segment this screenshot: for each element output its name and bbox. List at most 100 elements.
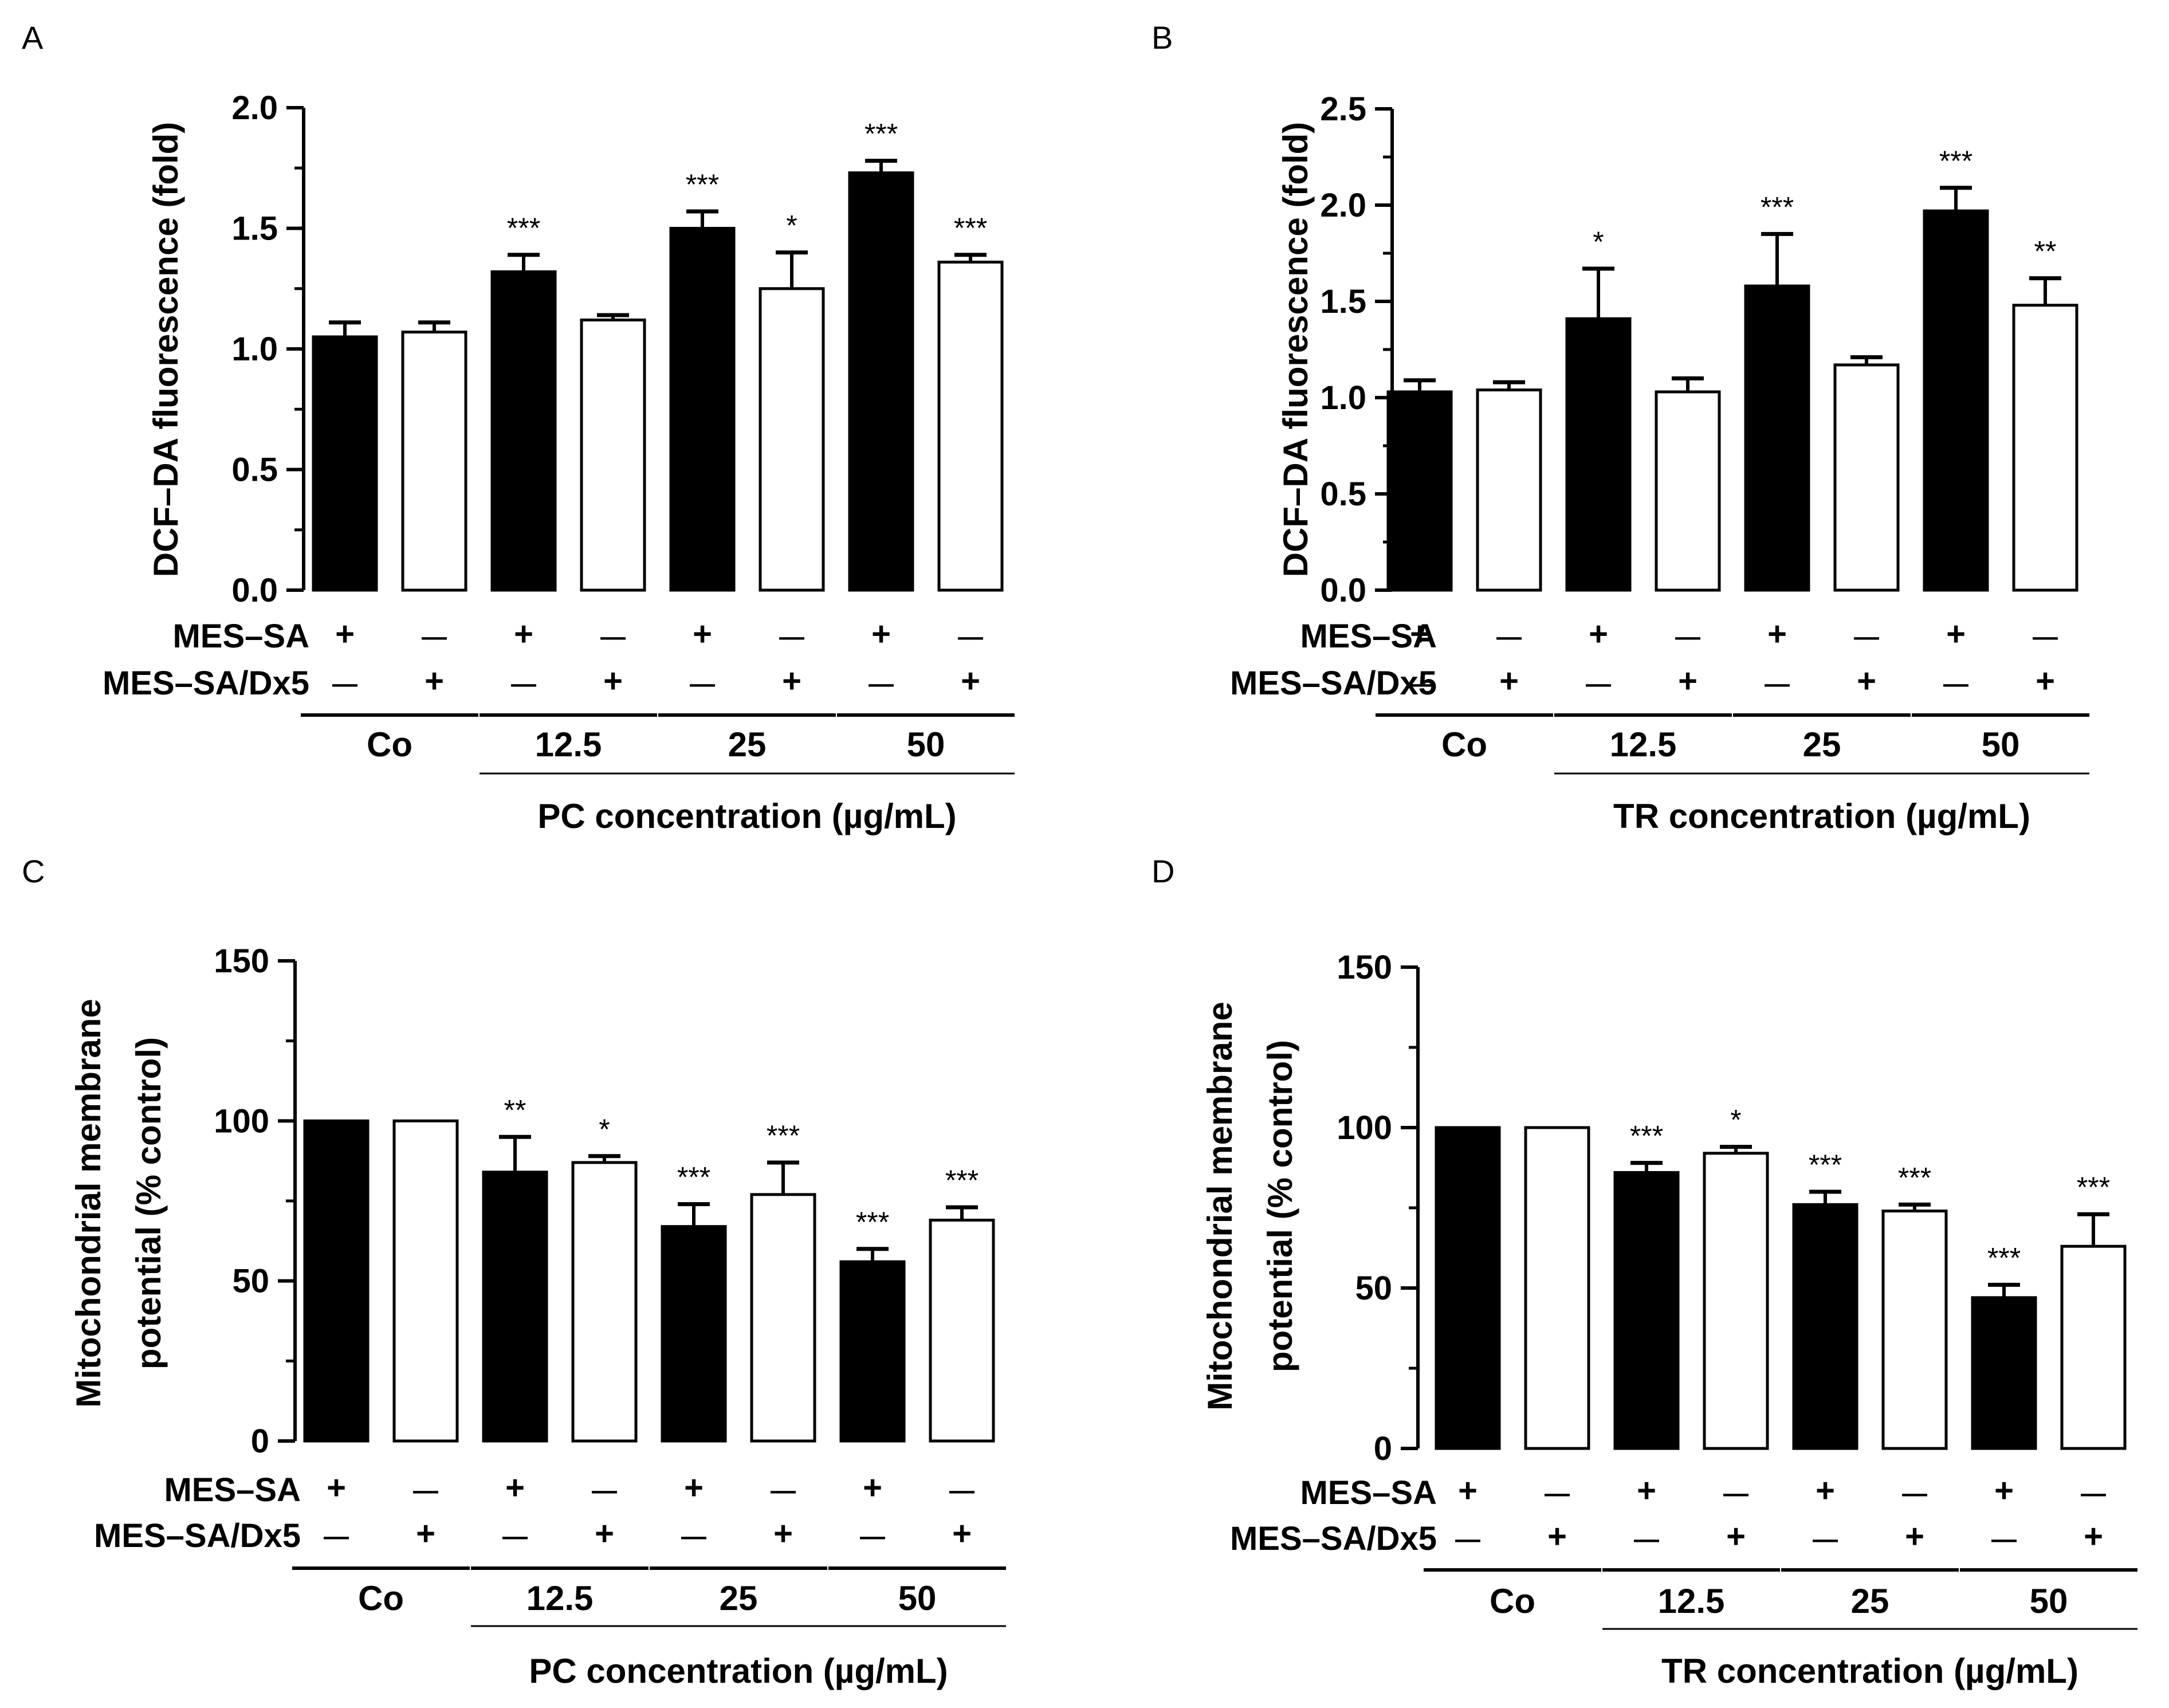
bar-mes-sa xyxy=(1923,209,1989,592)
group-label: Co xyxy=(1490,1582,1535,1620)
plus-sign: + xyxy=(952,1515,972,1552)
y-axis-label: Mitochondrial membrane xyxy=(69,999,108,1407)
bar-mes-sa-dx5 xyxy=(392,1119,459,1443)
plus-sign: + xyxy=(595,1515,614,1552)
minus-sign: — xyxy=(2033,623,2058,651)
group-label: Co xyxy=(358,1579,404,1617)
minus-sign: — xyxy=(1765,670,1790,698)
y-tick-label: 50 xyxy=(232,1263,269,1300)
minus-sign: — xyxy=(869,670,894,698)
plus-sign: + xyxy=(693,615,712,653)
minus-sign: — xyxy=(502,1522,528,1550)
bar-mes-sa-dx5 xyxy=(937,260,1004,592)
significance-label: ** xyxy=(504,1094,526,1126)
minus-sign: — xyxy=(1496,623,1522,651)
panel-d: D 0 50 100 150 Mitochondrial membrane potentia… xyxy=(1152,853,2137,1690)
row-label-mes-sa: MES–SA xyxy=(164,1471,301,1509)
bar-mes-sa-dx5 xyxy=(1881,1210,1948,1450)
significance-label: *** xyxy=(1939,145,1972,177)
plus-sign: + xyxy=(1857,662,1876,700)
minus-sign: — xyxy=(958,623,983,651)
minus-sign: — xyxy=(1991,1525,2017,1553)
panel-c: C 0 50 100 150 Mitochondrial membrane potentia… xyxy=(22,853,1006,1690)
group-label: 12.5 xyxy=(535,725,602,764)
significance-label: ** xyxy=(2034,235,2057,268)
significance-label: *** xyxy=(507,212,540,244)
plus-sign: + xyxy=(1637,1472,1656,1509)
minus-sign: — xyxy=(681,1522,706,1550)
row-label-mes-sa-dx5: MES–SA/Dx5 xyxy=(103,665,309,702)
plus-sign: + xyxy=(1499,662,1519,700)
bar-mes-sa xyxy=(1613,1171,1680,1450)
significance-label: *** xyxy=(2077,1171,2110,1203)
bar-mes-sa-dx5 xyxy=(2012,304,2078,592)
significance-label: *** xyxy=(1809,1149,1842,1181)
minus-sign: — xyxy=(1943,670,1968,698)
y-tick-label: 150 xyxy=(1337,949,1392,986)
minus-sign: — xyxy=(1407,670,1432,698)
group-label: 25 xyxy=(728,725,767,764)
plus-sign: + xyxy=(1458,1472,1478,1509)
y-tick-label: 0 xyxy=(251,1423,269,1460)
significance-label: *** xyxy=(865,118,898,150)
plus-sign: + xyxy=(1905,1518,1924,1555)
minus-sign: — xyxy=(1723,1479,1748,1507)
bar-mes-sa xyxy=(848,171,914,592)
x-axis-label: TR concentration (µg/mL) xyxy=(1613,797,2030,835)
group-label: Co xyxy=(1441,725,1487,764)
plus-sign: + xyxy=(863,1469,882,1506)
bar-mes-sa-dx5 xyxy=(571,1161,638,1443)
y-tick-label: 0.5 xyxy=(231,451,278,489)
bar-mes-sa xyxy=(669,227,736,592)
significance-label: *** xyxy=(1898,1161,1931,1193)
significance-label: *** xyxy=(677,1161,710,1193)
y-tick-label: 2.5 xyxy=(1320,91,1366,128)
bar-mes-sa-dx5 xyxy=(1833,363,1900,592)
bar-mes-sa-dx5 xyxy=(2060,1244,2127,1450)
y-tick-label: 0.5 xyxy=(1320,476,1366,513)
row-label-mes-sa-dx5: MES–SA/Dx5 xyxy=(94,1517,301,1554)
minus-sign: — xyxy=(690,670,715,698)
minus-sign: — xyxy=(1675,623,1700,651)
bar-mes-sa-dx5 xyxy=(1524,1126,1590,1450)
y-tick-label: 1.0 xyxy=(231,331,278,368)
y-axis-label-line2: potential (% control) xyxy=(1261,1040,1299,1372)
significance-label: *** xyxy=(954,212,987,244)
minus-sign: — xyxy=(771,1477,796,1505)
row-label-mes-sa: MES–SA xyxy=(172,618,309,655)
bar-mes-sa xyxy=(1744,284,1810,592)
significance-label: * xyxy=(1593,226,1604,258)
y-tick-label: 1.5 xyxy=(1320,283,1366,320)
y-tick-label: 100 xyxy=(214,1102,269,1140)
y-tick-label: 1.5 xyxy=(231,210,278,248)
row-label-mes-sa: MES–SA xyxy=(1300,618,1437,655)
group-label: Co xyxy=(367,725,412,764)
minus-sign: — xyxy=(1455,1525,1480,1553)
significance-label: *** xyxy=(1987,1242,2021,1274)
bar-mes-sa xyxy=(490,270,557,592)
minus-sign: — xyxy=(2081,1479,2106,1507)
x-axis-label: TR concentration (µg/mL) xyxy=(1661,1652,2078,1690)
minus-sign: — xyxy=(600,623,626,651)
y-axis-label: Mitochondrial membrane xyxy=(1201,1002,1239,1410)
significance-label: * xyxy=(599,1113,610,1145)
bar-mes-sa-dx5 xyxy=(580,318,646,592)
bar-mes-sa xyxy=(839,1260,906,1443)
x-axis-label: PC concentration (µg/mL) xyxy=(537,797,956,835)
plus-sign: + xyxy=(773,1515,793,1552)
bar-mes-sa-dx5 xyxy=(1655,390,1721,592)
minus-sign: — xyxy=(422,623,447,651)
bar-mes-sa xyxy=(1971,1296,2037,1450)
minus-sign: — xyxy=(1586,670,1611,698)
x-axis-label: PC concentration (µg/mL) xyxy=(529,1652,948,1690)
bar-mes-sa-dx5 xyxy=(759,287,825,592)
minus-sign: — xyxy=(1854,623,1879,651)
minus-sign: — xyxy=(1813,1525,1838,1553)
bar-mes-sa xyxy=(1435,1126,1501,1450)
group-label: 50 xyxy=(898,1579,937,1617)
bar-mes-sa-dx5 xyxy=(1476,388,1542,592)
group-label: 25 xyxy=(720,1579,758,1617)
plus-sign: + xyxy=(603,662,623,700)
